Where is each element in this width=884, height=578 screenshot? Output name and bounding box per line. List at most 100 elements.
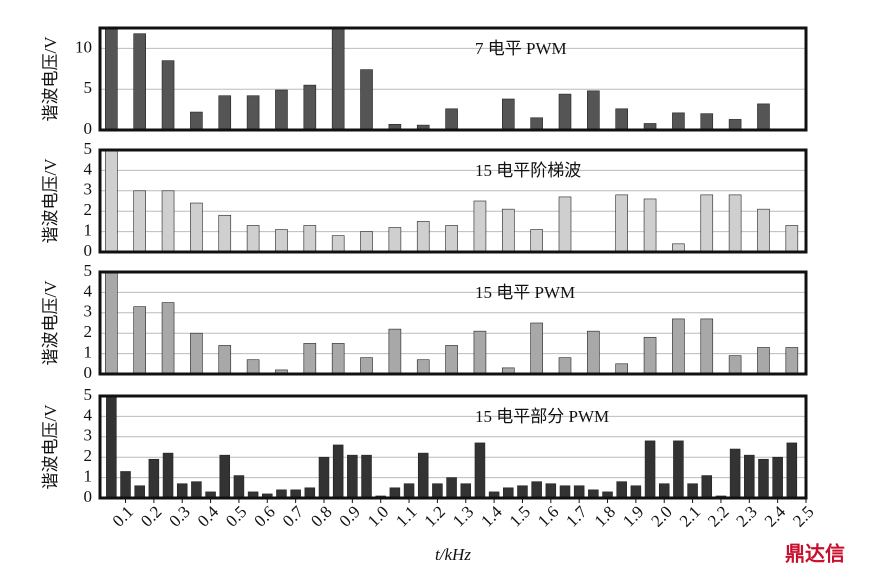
y-tick-label: 1 [84, 343, 93, 362]
watermark: 鼎达信 [785, 542, 845, 566]
bar [332, 444, 344, 499]
y-tick-label: 0 [84, 487, 93, 506]
bar [388, 227, 402, 253]
bar [105, 271, 118, 375]
panel-frame [98, 270, 808, 376]
y-tick-label: 4 [84, 281, 93, 300]
bar [615, 363, 629, 375]
bar [530, 322, 543, 375]
bar [530, 117, 543, 131]
y-tick-label: 5 [84, 78, 93, 97]
bar [105, 149, 118, 253]
y-tick-label: 4 [84, 405, 93, 424]
bar [757, 347, 770, 375]
bar [219, 454, 231, 499]
bar [772, 456, 783, 499]
y-tick-label: 0 [84, 241, 93, 260]
bar [388, 328, 402, 375]
bar [389, 487, 401, 499]
y-tick-label: 3 [84, 180, 93, 199]
x-tick-label: 1.9 [619, 502, 647, 530]
bar [303, 225, 317, 253]
bar [517, 485, 528, 499]
x-tick-label: 0.2 [137, 502, 165, 530]
x-axis-label: t/kHz [435, 545, 471, 564]
bar [133, 190, 146, 253]
bar [416, 221, 430, 253]
bar [403, 483, 415, 499]
bar [417, 452, 429, 499]
bar [360, 357, 373, 375]
bar [275, 89, 288, 131]
bar [700, 194, 714, 253]
x-tick-label: 2.4 [761, 502, 790, 531]
x-tick-label: 0.9 [335, 502, 363, 530]
bar [304, 487, 316, 499]
bar [643, 198, 657, 253]
y-axis-label: 谐波电压/V [41, 158, 60, 244]
bar [643, 336, 657, 375]
x-tick-label: 2.5 [789, 502, 817, 530]
bar [644, 440, 656, 499]
bar [615, 108, 629, 131]
bar [785, 225, 799, 253]
bar [148, 458, 160, 499]
bar [672, 112, 685, 131]
bar [161, 60, 175, 131]
bar [361, 454, 372, 499]
bar [133, 33, 146, 131]
x-tick-label: 0.3 [165, 502, 193, 530]
bar [501, 208, 515, 253]
bar [303, 343, 317, 375]
annotation: 7 电平 PWM [475, 39, 567, 58]
x-tick-label: 1.5 [506, 502, 534, 530]
bar [161, 302, 175, 375]
bar [700, 318, 714, 375]
bar [758, 458, 769, 499]
bar [672, 318, 685, 375]
bar [416, 359, 430, 375]
y-tick-label: 3 [84, 426, 93, 445]
x-tick-label: 0.6 [250, 502, 278, 530]
bar [133, 306, 146, 375]
bar [744, 454, 755, 499]
x-tick-label: 1.3 [449, 502, 477, 530]
bar [347, 454, 358, 499]
bar [445, 108, 458, 131]
bar [558, 196, 572, 253]
bar [233, 475, 245, 499]
x-tick-label: 1.4 [477, 502, 506, 531]
bar [501, 98, 515, 131]
bar [531, 481, 542, 499]
y-tick-label: 1 [84, 467, 93, 486]
x-tick-label: 2.1 [676, 502, 704, 530]
y-axis-label: 谐波电压/V [41, 280, 60, 366]
bar [460, 483, 472, 499]
y-axis-label: 谐波电压/V [41, 36, 60, 122]
bar [246, 95, 260, 131]
panel-frame [98, 148, 808, 254]
x-tick-label: 0.7 [279, 502, 308, 531]
bar [728, 119, 742, 131]
bar [218, 214, 232, 253]
bar [445, 225, 458, 253]
y-tick-label: 5 [84, 261, 93, 280]
y-tick-label: 5 [84, 139, 93, 158]
bar [587, 90, 600, 131]
bar [360, 231, 373, 253]
bar [530, 229, 543, 253]
x-tick-label: 0.8 [307, 502, 335, 530]
x-tick-label: 0.5 [222, 502, 250, 530]
annotation: 15 电平 PWM [475, 283, 575, 302]
x-tick-label: 2.2 [704, 502, 732, 530]
bar [558, 93, 572, 131]
x-tick-label: 0.4 [194, 502, 223, 531]
bar [446, 477, 457, 499]
bar [700, 113, 714, 131]
bar [218, 95, 232, 131]
y-tick-label: 0 [84, 119, 93, 138]
x-tick-label: 1.1 [392, 502, 420, 530]
bar [318, 456, 330, 499]
y-tick-label: 3 [84, 302, 93, 321]
